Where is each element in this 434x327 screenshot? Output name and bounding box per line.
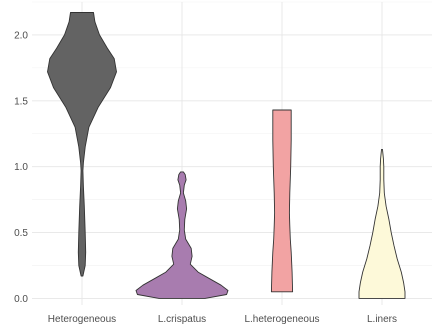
violins-layer: [47, 12, 406, 299]
x-tick-label: L.heterogeneous: [244, 314, 319, 325]
x-tick-label: L.crispatus: [158, 314, 206, 325]
y-tick-label: 0.0: [14, 294, 28, 305]
violin-l-crispatus: [135, 171, 229, 299]
axis-labels: 0.0 0.5 1.0 1.5 2.0 Heterogeneous L.crispatus L…: [14, 30, 397, 325]
y-tick-label: 1.0: [14, 162, 28, 173]
y-tick-label: 2.0: [14, 30, 28, 41]
x-tick-label: L.iners: [367, 314, 397, 325]
x-tick-label: Heterogeneous: [48, 314, 116, 325]
y-tick-label: 1.5: [14, 96, 28, 107]
violin-l-iners: [358, 149, 406, 299]
violin-l-heterogeneous: [270, 109, 294, 293]
y-tick-label: 0.5: [14, 228, 28, 239]
violin-heterogeneous: [47, 12, 117, 277]
